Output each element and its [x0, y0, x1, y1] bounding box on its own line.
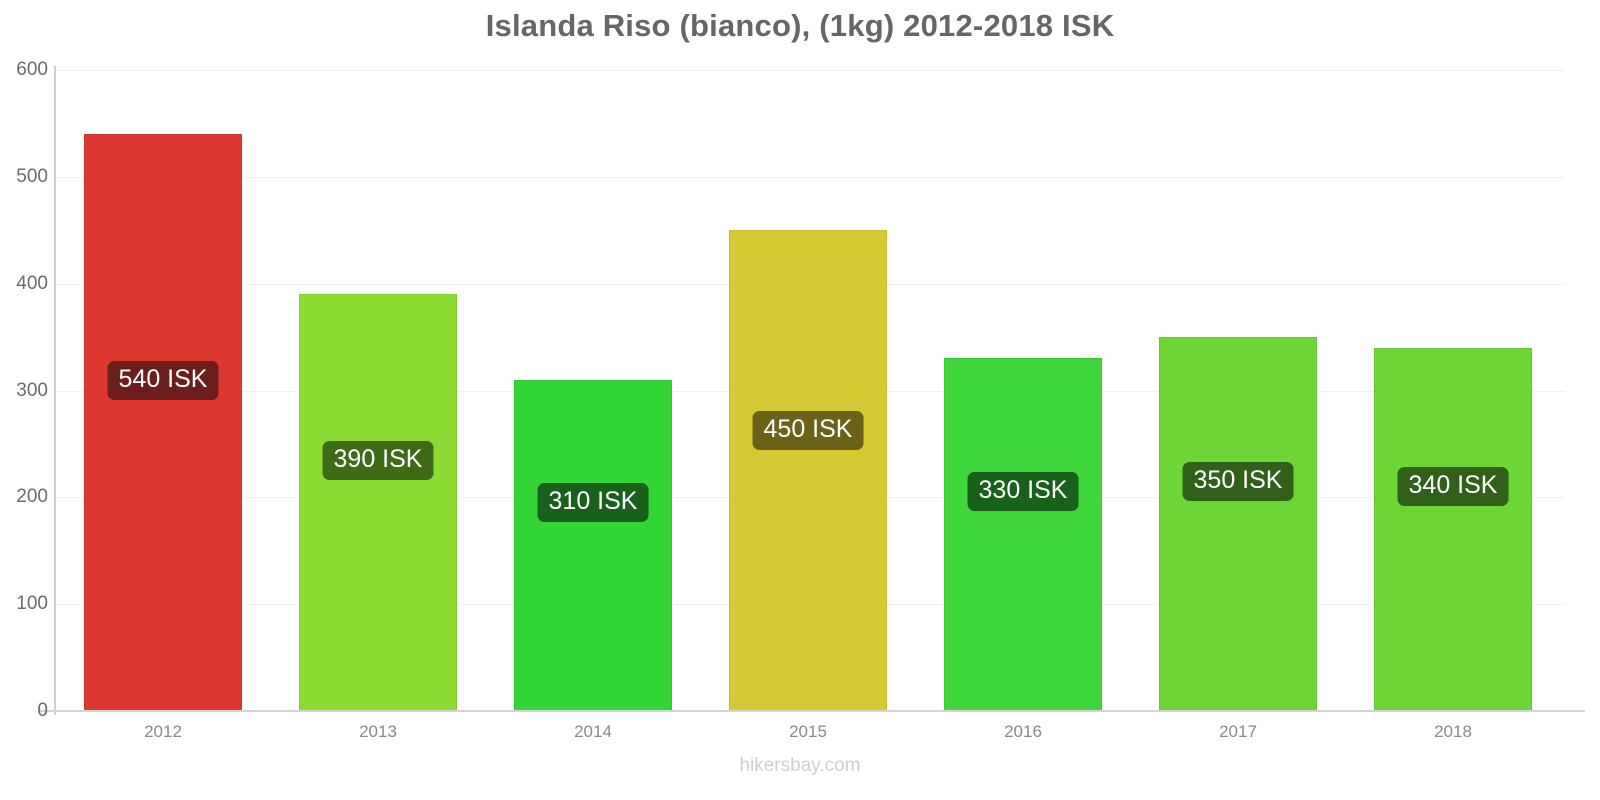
x-tick-2016: 2016	[1004, 722, 1042, 741]
gridline-600	[56, 70, 1565, 71]
source-attribution: hikersbay.com	[739, 755, 861, 776]
bar-2014[interactable]	[514, 379, 672, 711]
y-tick-600: 600	[16, 59, 48, 80]
y-tick-500: 500	[16, 165, 48, 187]
bar-slot-2015[interactable]: 450 ISK	[729, 70, 887, 711]
y-tick-300: 300	[16, 379, 48, 401]
y-axis-line	[54, 66, 56, 715]
x-tick-2013: 2013	[359, 722, 397, 741]
bars-layer: 540 ISK 390 ISK 310 ISK 450 ISK 330 ISK	[56, 70, 1565, 711]
bar-slot-2017[interactable]: 350 ISK	[1159, 70, 1317, 711]
bar-2018[interactable]	[1374, 347, 1532, 711]
bar-value-label-2016: 330 ISK	[967, 472, 1079, 511]
plot-area: 540 ISK 390 ISK 310 ISK 450 ISK 330 ISK	[56, 70, 1565, 711]
y-tick-100: 100	[16, 593, 48, 615]
x-tick-2014: 2014	[574, 722, 612, 741]
bar-slot-2013[interactable]: 390 ISK	[299, 70, 457, 711]
bar-2017[interactable]	[1159, 336, 1317, 711]
bar-slot-2018[interactable]: 340 ISK	[1374, 70, 1532, 711]
bar-value-label-2013: 390 ISK	[322, 441, 434, 480]
x-axis-tick-labels: 2012 2013 2014 2015 2016 2017 2018	[56, 714, 1565, 754]
bar-slot-2014[interactable]: 310 ISK	[514, 70, 672, 711]
bar-value-label-2012: 540 ISK	[107, 361, 219, 400]
bar-2012[interactable]	[84, 133, 242, 711]
x-tick-2015: 2015	[789, 722, 827, 741]
bar-slot-2012[interactable]: 540 ISK	[84, 70, 242, 711]
y-tick-400: 400	[16, 272, 48, 294]
bar-slot-2016[interactable]: 330 ISK	[944, 70, 1102, 711]
x-tick-2018: 2018	[1434, 722, 1472, 741]
bar-value-label-2015: 450 ISK	[752, 411, 864, 450]
bar-value-label-2014: 310 ISK	[537, 483, 649, 522]
bar-value-label-2018: 340 ISK	[1397, 467, 1509, 506]
y-tick-200: 200	[16, 486, 48, 508]
bar-2015[interactable]	[729, 230, 887, 711]
chart-title: Islanda Riso (bianco), (1kg) 2012-2018 I…	[485, 8, 1115, 43]
bar-value-label-2017: 350 ISK	[1182, 462, 1294, 501]
x-axis-line	[40, 710, 1585, 712]
gridline-500	[56, 176, 1565, 178]
x-tick-2017: 2017	[1219, 722, 1257, 741]
bar-2016[interactable]	[944, 358, 1102, 711]
y-tick-0: 0	[37, 700, 48, 721]
x-tick-2012: 2012	[144, 722, 182, 741]
bar-2013[interactable]	[299, 294, 457, 711]
